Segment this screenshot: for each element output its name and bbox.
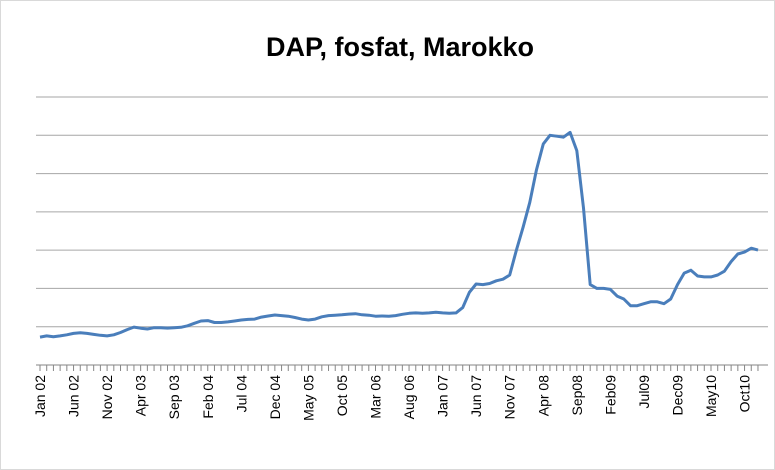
x-tick-label: Apr 08 [535,375,551,416]
x-tick-label: Nov 07 [502,375,518,420]
x-tick-label: Jun 07 [468,375,484,417]
x-tick-label: May 05 [300,375,316,421]
x-tick-label: Nov 02 [99,375,115,420]
x-tick-label: Jul 04 [233,375,249,413]
x-tick-label: Dec 04 [267,375,283,420]
x-tick-label: Jan 07 [435,375,451,417]
x-tick-label: Oct 05 [334,375,350,416]
x-tick-label: Oct10 [737,375,753,413]
x-tick-label: Feb09 [602,375,618,415]
x-tick-label: Jun 02 [66,375,82,417]
x-tick-label: Sep08 [569,375,585,416]
x-tick-label: Feb 04 [200,375,216,419]
x-tick-label: Dec09 [669,375,685,416]
chart-title: DAP, fosfat, Marokko [266,32,534,62]
x-tick-label: Apr 03 [133,375,149,416]
line-series [39,130,759,339]
x-tick-label: Sep 03 [166,375,182,420]
x-tick-label: Jul09 [636,375,652,409]
x-tick-label: Mar 06 [368,375,384,419]
x-tick-label: Jan 02 [32,375,48,417]
x-tick-label: May10 [703,375,719,417]
x-tick-label: Aug 06 [401,375,417,420]
